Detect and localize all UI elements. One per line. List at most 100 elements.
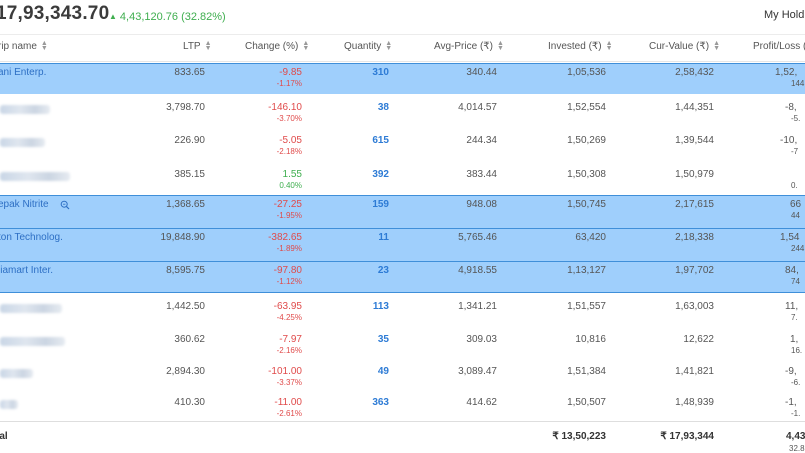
column-header-profit-loss[interactable]: Profit/Loss ( — [753, 41, 805, 52]
change-percent: -3.37% — [276, 378, 302, 387]
avg-price-value: 383.44 — [466, 169, 497, 180]
table-row[interactable]: epak Nitrite 1,368.65 -27.25 -1.95% 159 948.0… — [0, 195, 805, 230]
change-percent: -2.61% — [276, 409, 302, 418]
quantity-value[interactable]: 11 — [378, 232, 389, 243]
quantity-value[interactable]: 49 — [377, 366, 389, 377]
profit-loss-value: 66 — [790, 199, 802, 210]
table-row[interactable]: ani Enterp. 833.65 -9.85 -1.17% 310 340.44 1,0… — [0, 63, 805, 96]
ltp-value: 1,442.50 — [166, 301, 205, 312]
profit-loss-value: 84, — [785, 265, 799, 276]
scrip-name-redacted[interactable] — [0, 172, 70, 181]
column-header-invested[interactable]: Invested (₹) ▲ ▼ — [548, 40, 613, 53]
total-profit-loss: 4,43 — [786, 431, 805, 442]
scrip-name-link[interactable]: ani Enterp. — [0, 67, 47, 78]
column-header-avg-price[interactable]: Avg-Price (₹) ▲ ▼ — [434, 40, 504, 53]
scrip-name-redacted[interactable] — [0, 369, 33, 378]
profit-loss-percent: 44 — [791, 211, 800, 220]
cur-value-value: 1,97,702 — [675, 265, 714, 276]
search-icon[interactable] — [60, 200, 70, 210]
sort-icon[interactable]: ▲ ▼ — [385, 40, 393, 53]
scrip-name-redacted[interactable] — [0, 400, 18, 409]
total-cur-value: ₹ 17,93,344 — [660, 431, 714, 442]
sort-icon[interactable]: ▲ ▼ — [605, 40, 613, 53]
column-header-ltp[interactable]: LTP ▲ ▼ — [183, 40, 212, 53]
quantity-value[interactable]: 310 — [372, 67, 389, 78]
table-row[interactable]: 2,894.30 -101.00 -3.37% 49 3,089.47 1,51,384 1… — [0, 359, 805, 392]
table-row[interactable]: 385.15 1.55 0.40% 392 383.44 1,50,308 1,50,979… — [0, 160, 805, 196]
quantity-value[interactable]: 38 — [377, 102, 389, 113]
change-value: 1.55 — [282, 169, 302, 180]
invested-value: 1,50,269 — [567, 135, 606, 146]
avg-price-value: 5,765.46 — [458, 232, 497, 243]
ltp-value: 833.65 — [174, 67, 205, 78]
column-header-change[interactable]: Change (%) ▲ ▼ — [245, 40, 310, 53]
total-label: tal — [0, 431, 8, 442]
scrip-name-redacted[interactable] — [0, 138, 45, 147]
column-header-profit-loss-label: Profit/Loss ( — [753, 41, 805, 52]
change-value: -7.97 — [279, 334, 302, 345]
scrip-name-redacted[interactable] — [0, 304, 62, 313]
column-header-quantity[interactable]: Quantity ▲ ▼ — [344, 40, 393, 53]
ltp-value: 2,894.30 — [166, 366, 205, 377]
sort-icon[interactable]: ▲ ▼ — [496, 40, 504, 53]
profit-loss-value: 1,54 — [780, 232, 800, 243]
quantity-value[interactable]: 23 — [377, 265, 389, 276]
my-holdings-tab[interactable]: My Holdi — [764, 9, 805, 21]
sort-icon[interactable]: ▲ ▼ — [40, 40, 48, 53]
invested-value: 1,05,536 — [567, 67, 606, 78]
scrip-name-link[interactable]: epak Nitrite — [0, 199, 49, 210]
table-row[interactable]: 3,798.70 -146.10 -3.70% 38 4,014.57 1,52,554 1… — [0, 94, 805, 128]
total-row: tal ₹ 13,50,223 ₹ 17,93,344 4,43 32.8 — [0, 421, 805, 453]
profit-loss-value: -1, — [785, 397, 797, 408]
invested-value: 1,13,127 — [567, 265, 606, 276]
total-profit-loss-pct: 32.8 — [789, 444, 805, 453]
sort-icon[interactable]: ▲ ▼ — [713, 40, 721, 53]
quantity-value[interactable]: 363 — [372, 397, 389, 408]
total-portfolio-value: 17,93,343.70 — [0, 3, 110, 24]
invested-value: 1,51,557 — [567, 301, 606, 312]
scrip-name-redacted[interactable] — [0, 105, 50, 114]
column-header-cur-value[interactable]: Cur-Value (₹) ▲ ▼ — [649, 40, 721, 53]
change-percent: -3.70% — [276, 114, 302, 123]
scrip-name-link[interactable]: liamart Inter. — [0, 265, 54, 276]
avg-price-value: 4,014.57 — [458, 102, 497, 113]
sort-icon[interactable]: ▲ ▼ — [302, 40, 310, 53]
ltp-value: 8,595.75 — [166, 265, 205, 276]
column-header-scrip-label: rip name — [0, 41, 37, 52]
table-row[interactable]: 226.90 -5.05 -2.18% 615 244.34 1,50,269 1,39,5… — [0, 127, 805, 161]
cur-value-value: 2,18,338 — [675, 232, 714, 243]
table-header: rip name ▲ ▼ LTP ▲ ▼ Change (%) ▲ ▼ Quantity ▲ ▼… — [0, 35, 805, 62]
profit-loss-value: 11, — [785, 301, 799, 312]
profit-loss-percent: -5. — [791, 114, 801, 123]
quantity-value[interactable]: 615 — [372, 135, 389, 146]
ltp-value: 1,368.65 — [166, 199, 205, 210]
column-header-invested-label: Invested (₹) — [548, 41, 602, 52]
table-row[interactable]: 360.62 -7.97 -2.16% 35 309.03 10,816 12,622 1, 1… — [0, 326, 805, 360]
cur-value-value: 1,41,821 — [675, 366, 714, 377]
sort-icon[interactable]: ▲ ▼ — [204, 40, 212, 53]
quantity-value[interactable]: 35 — [377, 334, 389, 345]
change-percent: -2.16% — [276, 346, 302, 355]
scrip-name-link[interactable]: ton Technolog. — [0, 232, 63, 243]
quantity-value[interactable]: 113 — [372, 301, 389, 312]
table-row[interactable]: 1,442.50 -63.95 -4.25% 113 1,341.21 1,51,557 1… — [0, 294, 805, 327]
cur-value-value: 1,44,351 — [675, 102, 714, 113]
cur-value-value: 1,39,544 — [675, 135, 714, 146]
table-row[interactable]: liamart Inter. 8,595.75 -97.80 -1.12% 23 4,91… — [0, 261, 805, 293]
invested-value: 1,51,384 — [567, 366, 606, 377]
profit-loss-percent: 74 — [791, 277, 800, 286]
column-header-avg-price-label: Avg-Price (₹) — [434, 41, 493, 52]
avg-price-value: 1,341.21 — [458, 301, 497, 312]
quantity-value[interactable]: 159 — [372, 199, 389, 210]
profit-loss-percent: 0. — [791, 181, 798, 190]
invested-value: 63,420 — [575, 232, 606, 243]
table-row[interactable]: ton Technolog. 19,848.90 -382.65 -1.89% 11 5,… — [0, 228, 805, 263]
change-value: -9.85 — [279, 67, 302, 78]
quantity-value[interactable]: 392 — [372, 169, 389, 180]
cur-value-value: 12,622 — [683, 334, 714, 345]
column-header-scrip[interactable]: rip name ▲ ▼ — [0, 40, 48, 53]
table-row[interactable]: 410.30 -11.00 -2.61% 363 414.62 1,50,507 1,48,… — [0, 391, 805, 422]
scrip-name-redacted[interactable] — [0, 337, 65, 346]
avg-price-value: 3,089.47 — [458, 366, 497, 377]
up-arrow-icon: ▲ — [109, 12, 117, 21]
